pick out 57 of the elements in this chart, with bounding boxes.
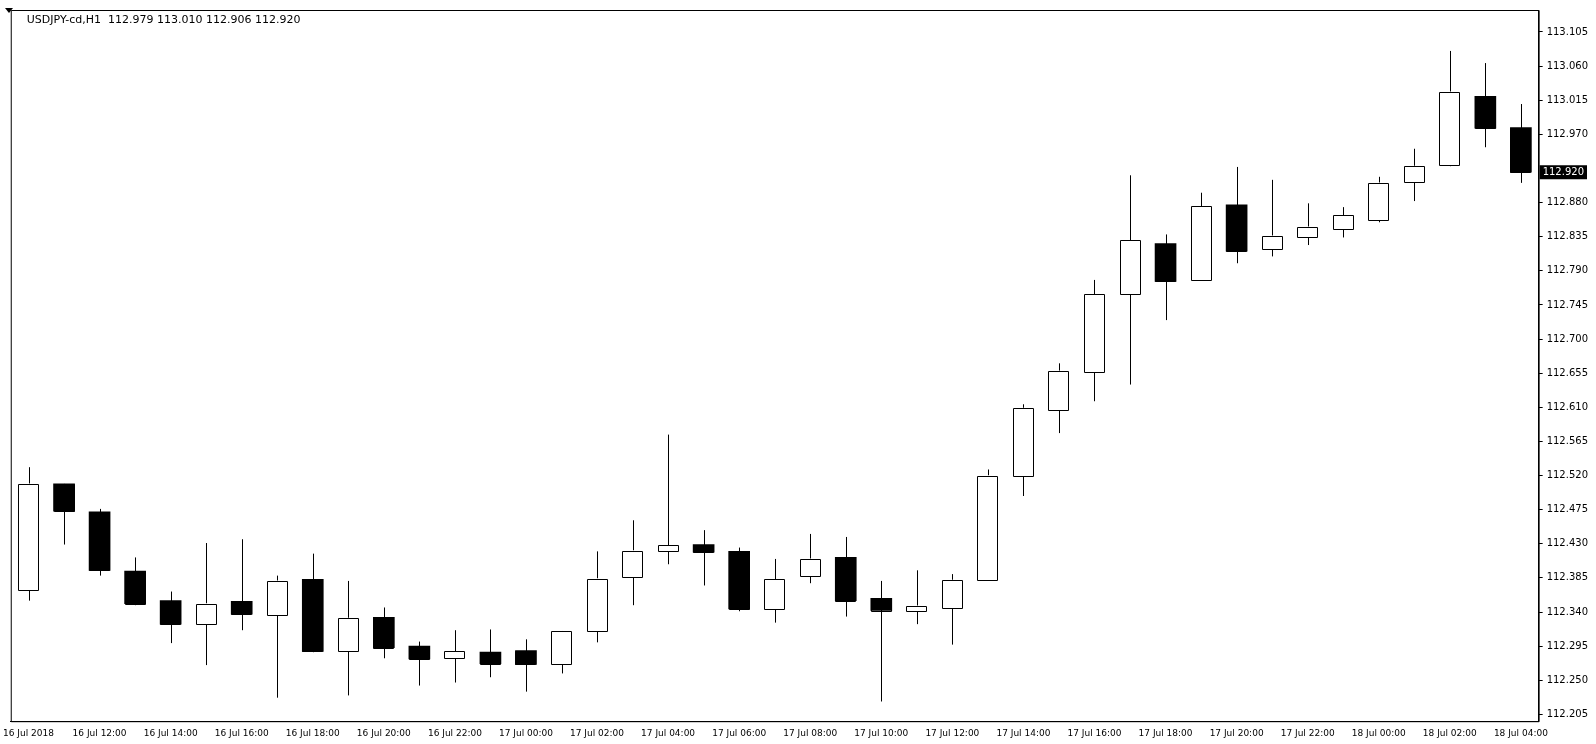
y-tick-label: 112.430 bbox=[1546, 537, 1589, 549]
x-tick-label: 16 Jul 12:00 bbox=[72, 727, 127, 738]
y-tick-label: 113.015 bbox=[1546, 93, 1589, 105]
x-tick-label: 17 Jul 18:00 bbox=[1138, 727, 1193, 738]
x-tick-label: 17 Jul 08:00 bbox=[783, 727, 838, 738]
y-tick-label: 112.250 bbox=[1546, 673, 1589, 685]
x-tick-label: 16 Jul 14:00 bbox=[143, 727, 198, 738]
x-tick-label: 17 Jul 00:00 bbox=[498, 727, 554, 738]
y-tick-label: 112.970 bbox=[1546, 127, 1589, 139]
x-tick-label: 18 Jul 00:00 bbox=[1351, 727, 1406, 738]
y-tick-label: 112.205 bbox=[1546, 707, 1589, 719]
y-tick-label: 112.295 bbox=[1546, 639, 1589, 651]
x-tick-label: 16 Jul 18:00 bbox=[285, 727, 341, 738]
candlestick bbox=[799, 533, 822, 584]
y-tick-label: 112.835 bbox=[1546, 230, 1589, 242]
x-tick-label: 18 Jul 04:00 bbox=[1493, 727, 1549, 738]
x-tick-label: 18 Jul 02:00 bbox=[1422, 727, 1478, 738]
text: 112.920 bbox=[1542, 165, 1585, 177]
x-tick-label: 17 Jul 12:00 bbox=[925, 727, 980, 738]
x-tick-label: 17 Jul 06:00 bbox=[712, 727, 767, 738]
candlestick bbox=[906, 569, 928, 625]
y-tick-label: 113.105 bbox=[1546, 25, 1589, 37]
y-tick-label: 112.520 bbox=[1546, 469, 1589, 481]
candlestick bbox=[657, 434, 679, 565]
candlestick bbox=[1261, 179, 1283, 257]
candlestick bbox=[444, 629, 466, 684]
candlestick bbox=[692, 529, 715, 586]
x-tick-label: 17 Jul 20:00 bbox=[1209, 727, 1264, 738]
x-tick-label: 17 Jul 04:00 bbox=[641, 727, 696, 738]
y-tick-label: 112.475 bbox=[1546, 503, 1589, 515]
y-tick-label: 112.700 bbox=[1546, 332, 1589, 344]
candlestick bbox=[230, 538, 253, 631]
x-tick-label: 17 Jul 10:00 bbox=[854, 727, 909, 738]
y-tick-label: 112.790 bbox=[1546, 264, 1589, 276]
y-tick-label: 112.340 bbox=[1546, 605, 1589, 617]
x-tick-label: 16 Jul 16:00 bbox=[214, 727, 269, 738]
candlestick bbox=[1332, 206, 1355, 238]
y-tick-label: 112.655 bbox=[1546, 366, 1589, 378]
y-tick-label: 112.610 bbox=[1546, 400, 1589, 412]
chart-title: USDJPY-cd,H1 112.979 113.010 112.906 112.920 bbox=[26, 12, 301, 26]
y-tick-label: 112.745 bbox=[1546, 298, 1589, 310]
y-tick-label: 112.565 bbox=[1546, 435, 1589, 447]
x-tick-label: 16 Jul 20:00 bbox=[356, 727, 412, 738]
y-tick-label: 113.060 bbox=[1546, 59, 1589, 71]
candlestick bbox=[515, 638, 537, 693]
x-tick-label: 17 Jul 02:00 bbox=[570, 727, 625, 738]
x-tick-label: 17 Jul 14:00 bbox=[996, 727, 1051, 738]
y-tick-label: 112.880 bbox=[1546, 196, 1589, 208]
candlestick bbox=[1403, 148, 1426, 202]
y-tick-label: 112.385 bbox=[1546, 571, 1589, 583]
candlestick bbox=[1296, 202, 1319, 246]
candlestick bbox=[408, 641, 431, 687]
x-tick-label: 16 Jul 22:00 bbox=[427, 727, 483, 738]
x-tick-label: 17 Jul 16:00 bbox=[1067, 727, 1122, 738]
x-tick-label: 16 Jul 2018 bbox=[3, 727, 55, 738]
x-tick-label: 17 Jul 22:00 bbox=[1280, 727, 1335, 738]
candlestick bbox=[195, 542, 218, 666]
